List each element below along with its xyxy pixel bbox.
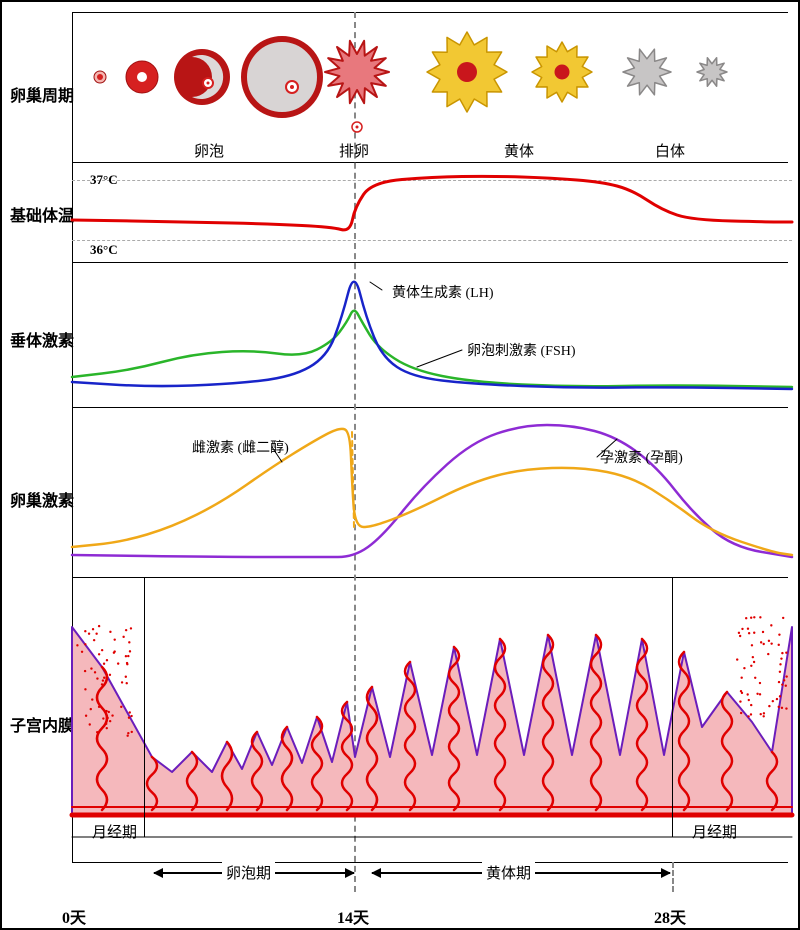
bbt-svg [72,162,792,262]
timeline-2: 28天 [654,904,686,928]
row-label-bbt: 基础体温 [10,202,74,226]
row-label-ovarian_cycle: 卵巢周期 [10,82,74,106]
row-label-endometrium: 子宫内膜 [10,712,74,736]
lh-label: 黄体生成素 (LH) [392,282,494,302]
menses-right: 月经期 [692,821,737,842]
timeline-0: 0天 [62,904,86,928]
ovarian-stage-1: 排卵 [339,140,369,161]
ovarian-hormone-svg [72,407,792,577]
menses-divider-right [672,577,673,837]
fsh-label: 卵泡刺激素 (FSH) [467,340,576,360]
progesterone-label: 孕激素 (孕酮) [600,447,683,467]
follicular-label: 卵泡期 [222,862,275,883]
luteal-label: 黄体期 [482,862,535,883]
ovarian-stage-3: 白体 [655,140,685,161]
ovarian-stage-0: 卵泡 [194,140,224,161]
menses-divider-left [144,577,145,837]
day28-tick [672,862,674,892]
timeline-1: 14天 [337,904,369,928]
row-label-ovarian_h: 卵巢激素 [10,487,74,511]
menses-left: 月经期 [92,821,137,842]
ovarian-stage-2: 黄体 [504,140,534,161]
row-label-pituitary: 垂体激素 [10,327,74,351]
endometrium-svg [72,577,792,862]
estrogen-label: 雌激素 (雌二醇) [192,437,289,457]
section-border [72,862,788,863]
